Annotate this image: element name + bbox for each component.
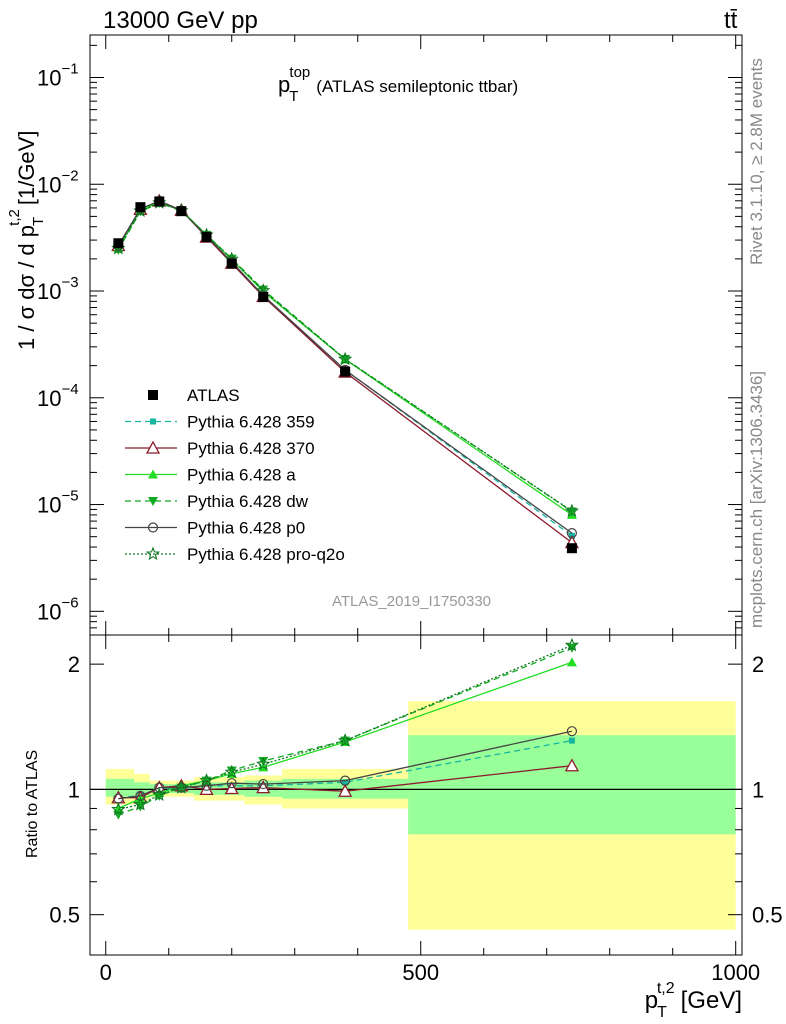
ratio-series-point [342, 779, 349, 786]
legend-marker [145, 546, 161, 561]
ratio-xtick-label: 1000 [711, 960, 760, 985]
rivet-label: Rivet 3.1.10, ≥ 2.8M events [747, 58, 766, 265]
atlas-data-point [566, 543, 577, 554]
main-series-point [564, 503, 580, 518]
ratio-series-line [118, 730, 573, 800]
ratio-xtick-label: 0 [100, 960, 112, 985]
mcplots-label: mcplots.cern.ch [arXiv:1306.3436] [747, 371, 766, 628]
analysis-label: ATLAS_2019_I1750330 [332, 593, 491, 610]
ratio-series-point [154, 791, 165, 801]
ratio-xlabel: pTt,2 [GeV] [645, 980, 742, 1021]
main-ytick-label: 10−5 [37, 488, 79, 518]
ratio-series-point [566, 657, 577, 667]
atlas-data-point [258, 291, 269, 302]
legend-label: Pythia 6.428 a [187, 466, 296, 485]
atlas-data-point [340, 366, 351, 377]
ratio-inner-band [105, 778, 135, 797]
title-sub: T [289, 88, 298, 105]
ratio-series-point [258, 757, 269, 767]
main-series-line [117, 202, 573, 512]
main-ytick-label: 10−3 [37, 274, 79, 304]
legend-label: Pythia 6.428 359 [187, 413, 315, 432]
ratio-series-point [174, 780, 189, 794]
ratio-xtick-label: 500 [402, 960, 439, 985]
ratio-ytick-label-right: 1 [752, 777, 764, 802]
ratio-ylabel: Ratio to ATLAS [24, 750, 41, 858]
atlas-data-point [226, 258, 237, 269]
atlas-data-point [154, 196, 165, 207]
legend-marker [145, 440, 161, 454]
ratio-ytick-label-right: 2 [752, 652, 764, 677]
energy-label: 13000 GeV pp [103, 7, 258, 34]
ratio-series-point [111, 802, 126, 816]
ratio-series-point [566, 726, 578, 737]
legend-label: Pythia 6.428 p0 [187, 519, 305, 538]
xlabel-sub: T [657, 1004, 667, 1021]
ratio-series-point [340, 775, 351, 786]
legend-marker [148, 497, 158, 506]
main-ytick-label: 10−4 [37, 381, 79, 411]
ratio-series-point [224, 764, 239, 779]
ratio-plot-frame [89, 634, 743, 956]
ratio-series-point [199, 773, 214, 787]
legend-label: Pythia 6.428 dw [187, 492, 309, 511]
ratio-series-point [564, 758, 580, 772]
ratio-series-point [154, 782, 165, 793]
atlas-data-point [176, 206, 187, 217]
plot-title: pTtop (ATLAS semileptonic ttbar) [278, 64, 518, 105]
legend-label: Pythia 6.428 370 [187, 439, 315, 458]
main-series-point [337, 351, 353, 366]
atlas-data-point [135, 202, 146, 213]
ratio-series-point [258, 778, 269, 790]
xlabel-a: p [645, 987, 658, 1014]
legend: ATLAS Pythia 6.428 359 Pythia 6.428 370 Pyt… [125, 386, 345, 564]
ratio-ytick-label: 0.5 [49, 903, 80, 928]
ratio-inner-band [408, 735, 736, 835]
legend-label: Pythia 6.428 pro-q2o [187, 545, 345, 564]
main-ylabel-sub: T [30, 217, 47, 226]
atlas-data-point [201, 232, 212, 243]
ratio-series-line [118, 644, 573, 811]
ratio-series-point [568, 737, 575, 744]
ratio-ytick-label: 1 [68, 777, 80, 802]
ratio-series-point [113, 810, 124, 820]
main-plot-panel: 10−110−210−310−410−510−6 pTtop(ATLAS sem… [6, 34, 743, 636]
legend-marker [150, 418, 156, 425]
xlabel-sup: t,2 [657, 980, 675, 997]
main-ytick-label: 10−1 [37, 60, 79, 90]
process-label: tt̄ [724, 7, 738, 34]
ratio-series-point [226, 778, 237, 789]
xlabel-b: [GeV] [681, 987, 742, 1014]
ratio-series-point [226, 766, 237, 776]
ratio-ytick-label: 2 [68, 652, 80, 677]
legend-marker [147, 522, 159, 533]
ratio-series-point [201, 780, 212, 791]
main-ylabel-sup: t,2 [6, 209, 23, 226]
ratio-plot-panel: 0.5 0.5 1 1 2 2 0 500 1000 Ratio to ATLAS pTt,2… [24, 634, 783, 1021]
main-ylabel: 1 / σ dσ / d pTt,2 [1/GeV] [6, 131, 47, 350]
main-ytick-label: 10−6 [37, 594, 79, 624]
title-rest: (ATLAS semileptonic ttbar) [316, 77, 518, 96]
ratio-ytick-label-right: 0.5 [752, 903, 783, 928]
ratio-series-point [133, 796, 148, 811]
main-series-point [566, 507, 577, 517]
title-main: p [278, 72, 290, 97]
title-sup: top [289, 64, 310, 81]
legend-marker [148, 390, 158, 400]
ratio-series-point [152, 787, 167, 802]
ratio-series-point [135, 790, 146, 801]
main-series-point [566, 528, 578, 539]
ratio-series-point [338, 783, 353, 797]
ratio-series-point [564, 637, 580, 652]
atlas-data-point [113, 238, 124, 249]
ratio-series-point [256, 756, 271, 771]
ratio-series-line [118, 739, 573, 800]
main-ylabel-b: [1/GeV] [14, 131, 39, 206]
main-ytick-label: 10−2 [37, 167, 79, 197]
main-ylabel-a: 1 / σ dσ / d p [14, 225, 39, 350]
legend-label: ATLAS [187, 386, 240, 405]
ratio-series-point [337, 733, 353, 747]
legend-marker [148, 469, 158, 479]
